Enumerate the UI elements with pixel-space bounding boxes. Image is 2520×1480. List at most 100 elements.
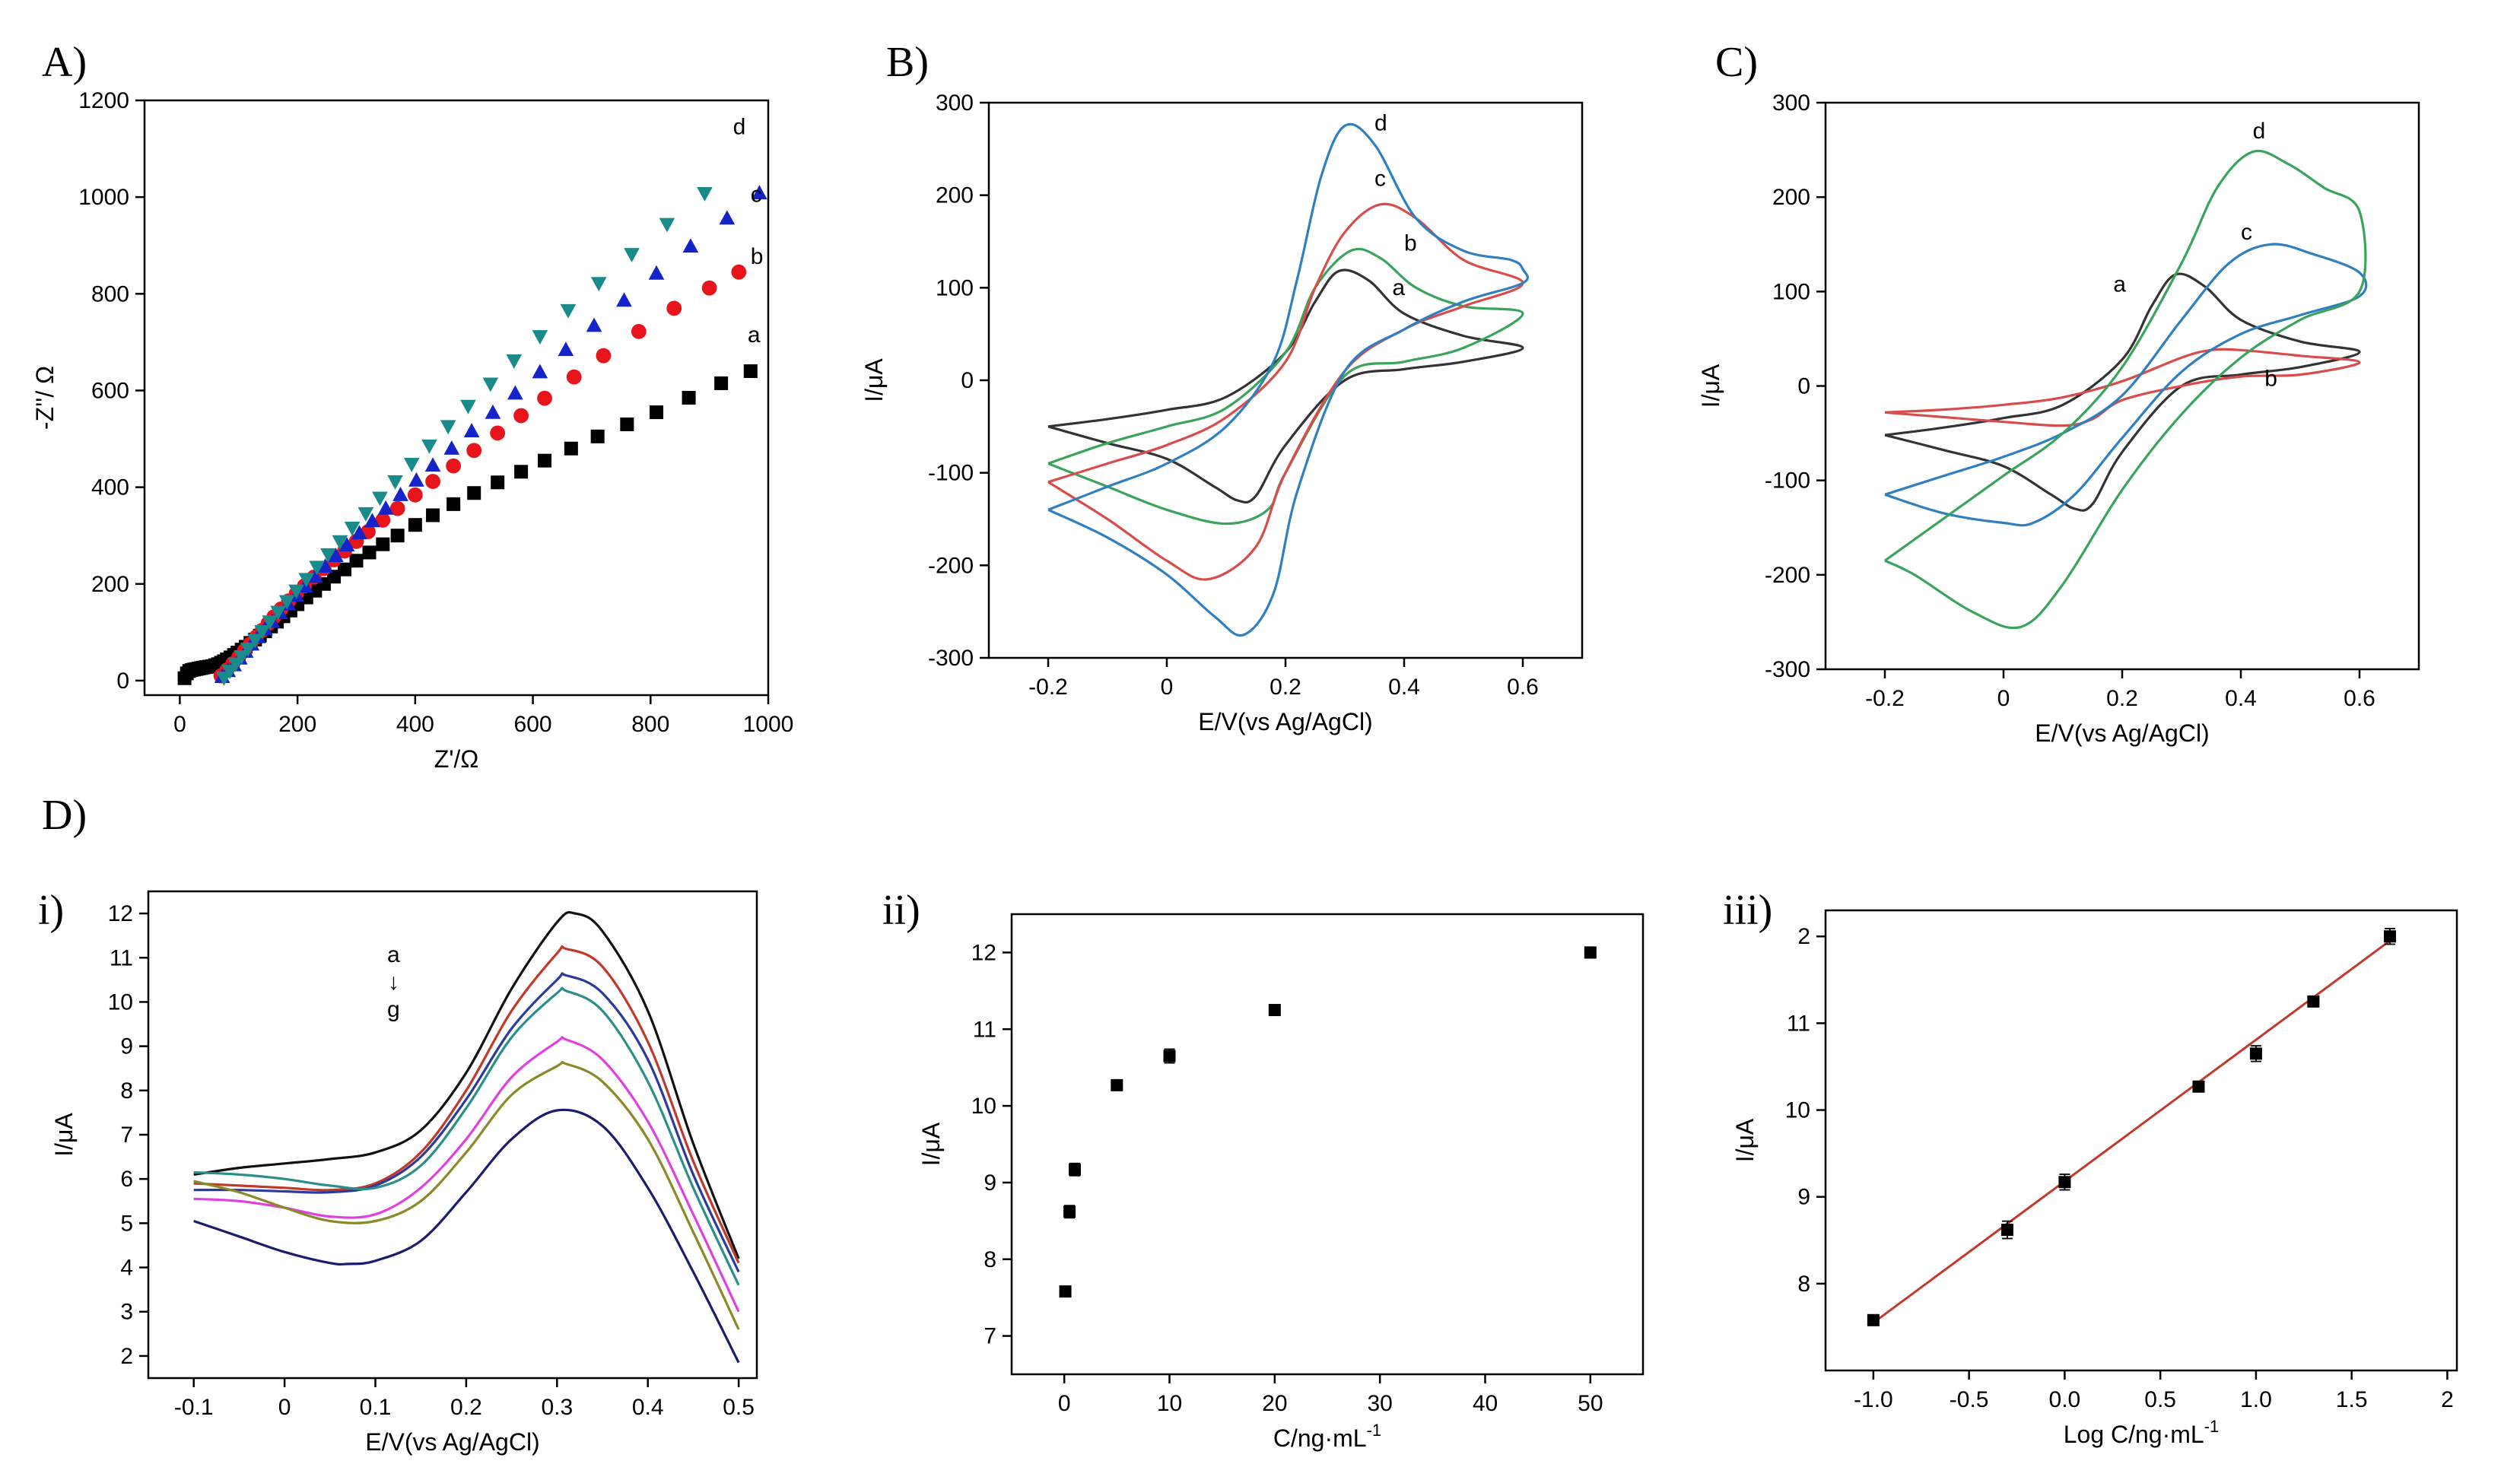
x-axis-label: E/V(vs Ag/AgCl) (365, 1428, 539, 1456)
y-tick-label: 600 (91, 378, 129, 403)
x-tick-label: 0 (278, 1395, 291, 1420)
data-point (443, 440, 460, 455)
y-tick-label: 9 (120, 1034, 133, 1059)
chart-b-cv: -0.2 0 0.2 0.4 0.6 -300 -200 -100 0 100 200 300 E/V(… (860, 91, 1584, 735)
y-tick-label: 11 (1787, 1011, 1810, 1036)
y-axis-label: I/μA (860, 358, 888, 402)
y-tick-label: 10 (108, 989, 133, 1015)
data-point (743, 364, 758, 379)
data-point (408, 472, 424, 487)
y-axis-label: I/μA (1731, 1118, 1759, 1162)
data-point (1069, 1163, 1081, 1176)
x-tick-label: 0 (1161, 675, 1174, 700)
x-tick-label: 0 (1997, 686, 2010, 711)
panel-label-a: A) (42, 39, 87, 86)
x-tick-label: 0.5 (723, 1395, 755, 1420)
data-point (328, 548, 344, 562)
plot-frame (147, 890, 758, 1380)
data-point (240, 642, 256, 657)
data-point (631, 323, 647, 339)
series-line-a (1047, 268, 1524, 504)
x-tick-label: 600 (514, 712, 552, 737)
data-point (307, 568, 323, 583)
data-point (1163, 1050, 1176, 1062)
x-tick-label: 0.1 (360, 1395, 392, 1420)
data-point (403, 458, 420, 472)
x-tick-label: 0.0 (2049, 1387, 2081, 1412)
data-point (421, 439, 437, 454)
y-axis-label: -Z''/ Ω (31, 366, 59, 430)
data-point (514, 465, 529, 479)
x-tick-label: -0.1 (174, 1395, 214, 1420)
data-point (491, 475, 505, 490)
data-point (558, 341, 574, 357)
y-tick-label: 300 (1772, 91, 1810, 116)
y-tick-label: 11 (110, 945, 133, 970)
y-tick-label: -300 (1765, 657, 1810, 682)
chart-c-cv: -0.2 0 0.2 0.4 0.6 -300 -200 -100 0 100 200 300 E/V(… (1697, 91, 2420, 747)
data-point (1867, 1313, 1880, 1326)
data-point (650, 405, 664, 420)
y-tick-label: 100 (936, 275, 974, 300)
data-point (327, 570, 342, 584)
data-point (538, 453, 552, 468)
y-axis-label: I/μA (917, 1122, 945, 1166)
y-tick-label: -300 (928, 646, 974, 671)
data-point (407, 487, 423, 503)
annotation-arrow: ↓ (388, 970, 399, 995)
y-tick-label: 10 (1785, 1098, 1810, 1123)
data-point (2383, 930, 2396, 943)
data-point (254, 624, 271, 640)
plot-frame (1824, 101, 2420, 671)
x-tick-label: 1.0 (2240, 1387, 2272, 1412)
x-tick-label: 0.4 (632, 1395, 664, 1420)
panel-label-b: B) (886, 39, 929, 86)
series-line-d (1884, 149, 2367, 630)
y-tick-label: -100 (928, 461, 974, 486)
data-point (1059, 1285, 1072, 1298)
data-point (364, 513, 380, 528)
data-point (234, 650, 249, 665)
data-point (682, 391, 696, 405)
y-tick-label: 0 (116, 669, 129, 694)
data-point (227, 657, 244, 672)
x-axis-label-sup: -1 (2204, 1417, 2220, 1436)
y-tick-label: 6 (120, 1167, 133, 1192)
x-axis-label: E/V(vs Ag/AgCl) (2035, 719, 2209, 747)
x-tick-label: 2 (2441, 1387, 2454, 1412)
y-axis-label: I/μA (1697, 364, 1724, 408)
x-tick-label: 0.2 (1270, 675, 1301, 700)
series-line-e (193, 1036, 740, 1313)
data-point (288, 584, 304, 599)
data-point (262, 615, 278, 630)
series-line-b (1047, 247, 1524, 526)
data-point (666, 300, 682, 316)
y-tick-label: 9 (984, 1170, 996, 1196)
x-tick-label: 1000 (743, 712, 794, 737)
data-point (620, 417, 634, 431)
x-tick-label: 0 (173, 712, 186, 737)
data-point (466, 443, 482, 459)
series-line-a (1884, 272, 2361, 512)
data-point (446, 458, 462, 474)
fit-line (1872, 939, 2391, 1324)
data-point (389, 500, 405, 516)
data-point (1111, 1078, 1123, 1091)
series-line-b (193, 945, 740, 1264)
data-point (332, 535, 348, 550)
y-tick-label: 8 (1797, 1272, 1810, 1297)
curve-label-a: a (2113, 272, 2126, 297)
x-tick-label: 200 (278, 712, 316, 737)
data-point (392, 486, 408, 501)
data-point (440, 420, 456, 435)
y-axis-label: I/μA (50, 1113, 78, 1157)
y-tick-label: 3 (120, 1300, 133, 1325)
curve-label-a: a (1392, 275, 1405, 300)
y-tick-label: 4 (120, 1256, 133, 1281)
data-point (338, 537, 355, 552)
series-line-g (193, 1108, 740, 1364)
data-point (460, 399, 476, 414)
x-tick-label: 1.5 (2336, 1387, 2368, 1412)
y-tick-label: 2 (1797, 924, 1810, 949)
